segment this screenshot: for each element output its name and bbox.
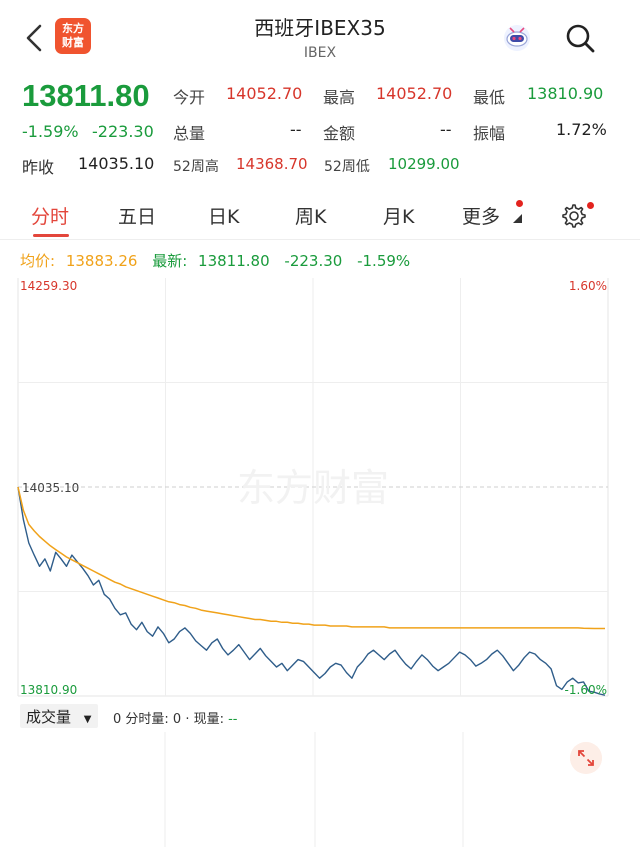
- avg-price-series-line: [17, 486, 605, 630]
- page-title: 西班牙IBEX35: [254, 16, 386, 40]
- expand-icon[interactable]: [570, 742, 602, 774]
- change-percent: -1.59%: [22, 122, 79, 141]
- logo-text-top: 东方: [62, 22, 84, 35]
- volume-label: 总量: [173, 124, 206, 143]
- back-arrow-icon[interactable]: [22, 22, 48, 54]
- latest-label: 最新:: [152, 252, 188, 270]
- chevron-down-icon: ▼: [83, 714, 92, 725]
- low-value: 13810.90: [527, 84, 604, 103]
- indicator-select-label: 成交量: [26, 708, 72, 726]
- right-axis-top-label: 1.60%: [568, 279, 607, 293]
- volume-info: 0 分时量: 0 · 现量: --: [113, 708, 238, 727]
- tab-intraday[interactable]: 分时: [31, 206, 70, 228]
- w52-high-label: 52周高: [173, 159, 219, 175]
- open-label: 今开: [173, 88, 206, 107]
- active-tab-underline: [33, 234, 69, 237]
- y-axis-bottom-label: 13810.90: [20, 683, 78, 697]
- latest-change-percent: -1.59%: [357, 252, 411, 270]
- prev-close-label: 昨收: [22, 158, 55, 177]
- more-notification-dot: [516, 200, 523, 207]
- avg-price-value: 13883.26: [65, 252, 138, 270]
- amount-label: 金额: [323, 124, 356, 143]
- w52-high-value: 14368.70: [236, 155, 308, 173]
- latest-change-amount: -223.30: [284, 252, 343, 270]
- low-label: 最低: [473, 88, 506, 107]
- volume-value: --: [290, 120, 302, 139]
- intraday-chart[interactable]: 东方财富 14259.30 1.60% 14035.10 13810.90 -1…: [0, 276, 640, 700]
- more-arrow-icon: [513, 214, 522, 223]
- current-volume-value: --: [228, 712, 238, 727]
- high-label: 最高: [323, 88, 356, 107]
- avg-price-label: 均价:: [20, 252, 56, 270]
- search-icon[interactable]: [562, 20, 598, 56]
- tab-weekly-k[interactable]: 周K: [295, 206, 327, 228]
- w52-low-value: 10299.00: [388, 155, 460, 173]
- amount-value: --: [440, 120, 452, 139]
- latest-price-value: 13811.80: [198, 252, 270, 270]
- amplitude-label: 振幅: [473, 124, 506, 143]
- amplitude-value: 1.72%: [556, 120, 607, 139]
- tab-daily-k[interactable]: 日K: [208, 206, 240, 228]
- tab-more[interactable]: 更多: [462, 206, 501, 228]
- y-axis-top-label: 14259.30: [20, 279, 78, 293]
- settings-notification-dot: [587, 202, 594, 209]
- tab-monthly-k[interactable]: 月K: [383, 206, 415, 228]
- watermark: 东方财富: [237, 466, 389, 510]
- volume-info-text: 0 分时量: 0 · 现量:: [113, 712, 224, 727]
- app-logo: 东方 财富: [55, 18, 91, 54]
- volume-chart: [164, 732, 464, 847]
- indicator-select[interactable]: 成交量 ▼: [20, 704, 98, 728]
- tab-five-day[interactable]: 五日: [118, 206, 157, 228]
- chart-lines: [17, 486, 606, 696]
- open-value: 14052.70: [226, 84, 303, 103]
- intraday-chart-svg: 东方财富: [17, 278, 609, 697]
- chart-legend: 均价: 13883.26 最新: 13811.80 -223.30 -1.59%: [20, 250, 410, 271]
- page-subtitle: IBEX: [303, 45, 337, 61]
- y-axis-mid-label: 14035.10: [22, 481, 80, 495]
- period-tabs: 分时 五日 日K 周K 月K 更多: [0, 192, 640, 240]
- header: 东方 财富 西班牙IBEX35 IBEX: [0, 0, 640, 72]
- volume-toolbar: 成交量 ▼ 0 分时量: 0 · 现量: --: [20, 704, 620, 730]
- change-amount: -223.30: [92, 122, 154, 141]
- high-value: 14052.70: [376, 84, 453, 103]
- quote-panel: 13811.80 -1.59% -223.30 昨收 14035.10 今开 1…: [0, 72, 640, 184]
- last-price: 13811.80: [22, 78, 150, 113]
- prev-close-value: 14035.10: [78, 154, 155, 173]
- logo-text-bottom: 财富: [62, 36, 84, 49]
- price-series-line: [17, 486, 606, 696]
- right-axis-bottom-label: -1.60%: [564, 683, 607, 697]
- w52-low-label: 52周低: [324, 159, 370, 175]
- assistant-robot-icon[interactable]: [500, 20, 534, 54]
- gear-icon[interactable]: [561, 203, 587, 229]
